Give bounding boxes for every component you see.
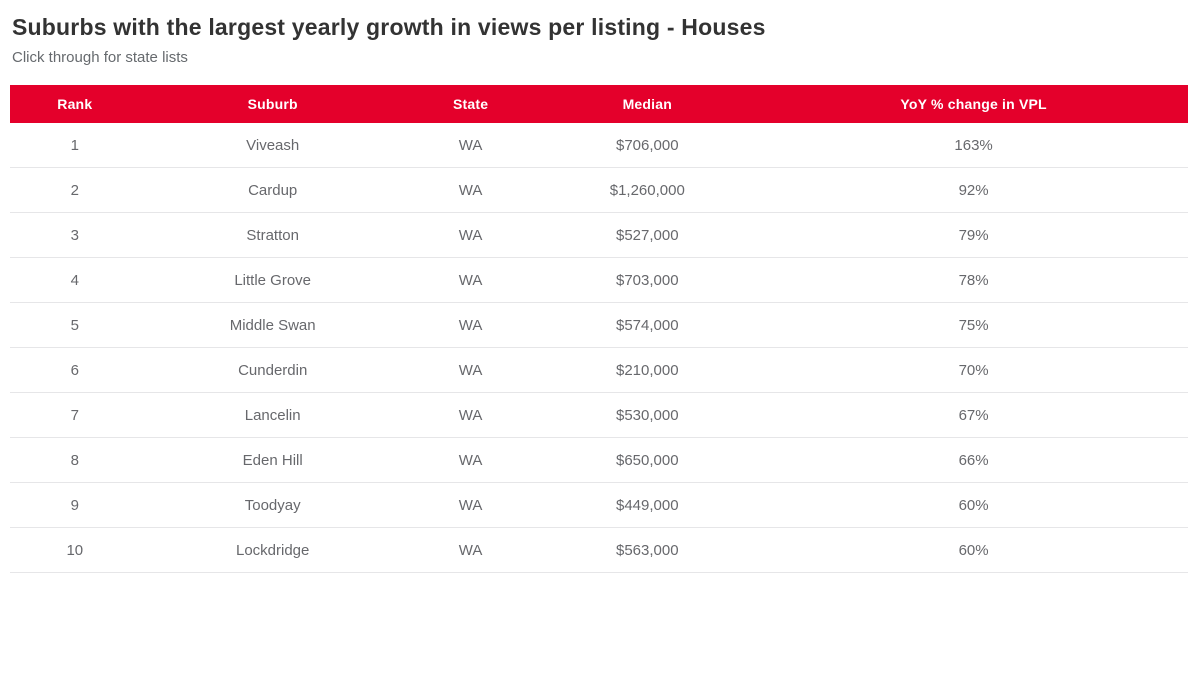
column-header-state: State bbox=[405, 85, 536, 124]
cell-yoy: 78% bbox=[759, 257, 1188, 304]
page-subtitle: Click through for state lists bbox=[12, 49, 188, 67]
table-body: 1 Viveash WA $706,000 163% 2 Cardup WA $… bbox=[10, 123, 1188, 574]
cell-median: $530,000 bbox=[535, 392, 760, 439]
column-header-median: Median bbox=[535, 85, 760, 124]
cell-state: WA bbox=[405, 347, 536, 394]
cell-state: WA bbox=[405, 167, 536, 214]
table-header: Rank Suburb State Median YoY % change in… bbox=[10, 85, 1188, 124]
cell-rank: 7 bbox=[10, 392, 140, 439]
cell-suburb: Cardup bbox=[139, 167, 406, 214]
cell-rank: 4 bbox=[10, 257, 140, 304]
cell-rank: 3 bbox=[10, 212, 140, 259]
cell-rank: 5 bbox=[10, 302, 140, 349]
cell-yoy: 163% bbox=[759, 123, 1188, 169]
table-row[interactable]: 9 Toodyay WA $449,000 60% bbox=[10, 482, 1188, 529]
table-row[interactable]: 8 Eden Hill WA $650,000 66% bbox=[10, 437, 1188, 484]
cell-median: $1,260,000 bbox=[535, 167, 760, 214]
column-header-yoy: YoY % change in VPL bbox=[759, 85, 1188, 124]
cell-yoy: 75% bbox=[759, 302, 1188, 349]
cell-state: WA bbox=[405, 392, 536, 439]
cell-yoy: 60% bbox=[759, 527, 1188, 574]
cell-state: WA bbox=[405, 212, 536, 259]
column-header-suburb: Suburb bbox=[139, 85, 406, 124]
cell-state: WA bbox=[405, 527, 536, 574]
cell-rank: 8 bbox=[10, 437, 140, 484]
cell-rank: 2 bbox=[10, 167, 140, 214]
table-row[interactable]: 3 Stratton WA $527,000 79% bbox=[10, 212, 1188, 259]
column-header-rank: Rank bbox=[10, 85, 140, 124]
cell-state: WA bbox=[405, 257, 536, 304]
cell-yoy: 67% bbox=[759, 392, 1188, 439]
table-row[interactable]: 5 Middle Swan WA $574,000 75% bbox=[10, 302, 1188, 349]
page-title: Suburbs with the largest yearly growth i… bbox=[12, 14, 766, 40]
table-row[interactable]: 2 Cardup WA $1,260,000 92% bbox=[10, 167, 1188, 214]
cell-median: $703,000 bbox=[535, 257, 760, 304]
cell-state: WA bbox=[405, 123, 536, 169]
table-row[interactable]: 4 Little Grove WA $703,000 78% bbox=[10, 257, 1188, 304]
cell-suburb: Stratton bbox=[139, 212, 406, 259]
growth-table: Rank Suburb State Median YoY % change in… bbox=[10, 85, 1188, 574]
cell-state: WA bbox=[405, 437, 536, 484]
cell-rank: 1 bbox=[10, 123, 140, 169]
cell-suburb: Middle Swan bbox=[139, 302, 406, 349]
cell-rank: 6 bbox=[10, 347, 140, 394]
cell-suburb: Toodyay bbox=[139, 482, 406, 529]
cell-median: $210,000 bbox=[535, 347, 760, 394]
cell-median: $563,000 bbox=[535, 527, 760, 574]
cell-rank: 9 bbox=[10, 482, 140, 529]
cell-state: WA bbox=[405, 302, 536, 349]
cell-rank: 10 bbox=[10, 527, 140, 574]
cell-suburb: Lockdridge bbox=[139, 527, 406, 574]
cell-suburb: Lancelin bbox=[139, 392, 406, 439]
cell-suburb: Cunderdin bbox=[139, 347, 406, 394]
cell-yoy: 70% bbox=[759, 347, 1188, 394]
cell-median: $706,000 bbox=[535, 123, 760, 169]
table-header-row: Rank Suburb State Median YoY % change in… bbox=[10, 85, 1188, 124]
cell-suburb: Eden Hill bbox=[139, 437, 406, 484]
cell-median: $449,000 bbox=[535, 482, 760, 529]
cell-state: WA bbox=[405, 482, 536, 529]
cell-yoy: 66% bbox=[759, 437, 1188, 484]
cell-median: $574,000 bbox=[535, 302, 760, 349]
cell-median: $650,000 bbox=[535, 437, 760, 484]
cell-suburb: Viveash bbox=[139, 123, 406, 169]
table-row[interactable]: 6 Cunderdin WA $210,000 70% bbox=[10, 347, 1188, 394]
table-row[interactable]: 1 Viveash WA $706,000 163% bbox=[10, 123, 1188, 169]
table-row[interactable]: 7 Lancelin WA $530,000 67% bbox=[10, 392, 1188, 439]
cell-yoy: 60% bbox=[759, 482, 1188, 529]
cell-yoy: 79% bbox=[759, 212, 1188, 259]
cell-suburb: Little Grove bbox=[139, 257, 406, 304]
cell-yoy: 92% bbox=[759, 167, 1188, 214]
table-row[interactable]: 10 Lockdridge WA $563,000 60% bbox=[10, 527, 1188, 574]
cell-median: $527,000 bbox=[535, 212, 760, 259]
